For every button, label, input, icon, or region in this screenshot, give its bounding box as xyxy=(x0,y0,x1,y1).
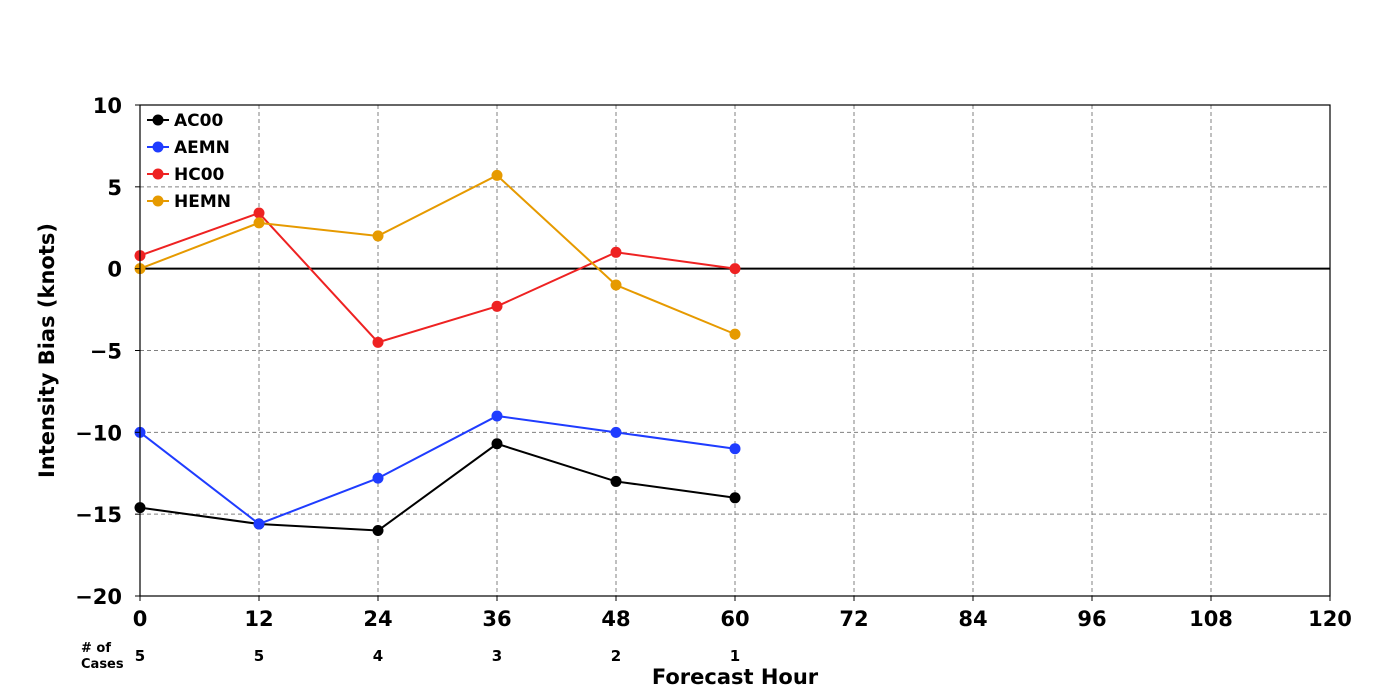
cases-label-line1: # of xyxy=(81,641,111,656)
cases-row: 5 5 4 3 2 1 xyxy=(135,647,740,665)
series-line xyxy=(139,414,736,526)
x-tick-label: 108 xyxy=(1189,607,1233,631)
data-point xyxy=(610,246,622,258)
legend-item-aemn: AEMN xyxy=(147,138,230,158)
data-point xyxy=(372,230,384,242)
data-point xyxy=(491,410,503,422)
legend-item-hc00: HC00 xyxy=(147,165,225,185)
series-hc00 xyxy=(134,207,741,348)
series-line xyxy=(139,174,736,336)
data-point xyxy=(253,518,265,530)
data-point xyxy=(253,207,265,219)
y-tick-label: −20 xyxy=(75,585,122,609)
y-tick-label: −15 xyxy=(75,503,122,527)
x-tick-label: 120 xyxy=(1308,607,1352,631)
legend-item-ac00: AC00 xyxy=(147,111,223,131)
legend-item-hemn: HEMN xyxy=(147,192,231,212)
y-tick-label: −5 xyxy=(90,340,122,364)
data-point xyxy=(729,443,741,455)
x-axis-ticks: 0 12 24 36 48 60 72 84 96 108 120 xyxy=(133,596,1352,631)
cases-label-line2: Cases xyxy=(81,657,124,672)
data-point xyxy=(610,475,622,487)
legend-label: HC00 xyxy=(174,165,225,185)
legend-marker xyxy=(152,114,164,126)
y-tick-label: 0 xyxy=(107,258,122,282)
series-line xyxy=(139,211,736,344)
x-tick-label: 0 xyxy=(133,607,148,631)
series-layer xyxy=(134,169,741,537)
data-point xyxy=(610,426,622,438)
y-axis-ticks: 10 5 0 −5 −10 −15 −20 xyxy=(75,94,140,609)
y-axis-label: Intensity Bias (knots) xyxy=(35,223,59,478)
series-ac00 xyxy=(134,438,741,537)
legend-marker xyxy=(152,141,164,153)
case-count: 3 xyxy=(492,647,502,665)
legend-label: HEMN xyxy=(174,192,231,212)
y-tick-label: 5 xyxy=(107,176,122,200)
y-tick-label: −10 xyxy=(75,421,122,445)
legend-marker xyxy=(152,195,164,207)
data-point xyxy=(372,472,384,484)
x-tick-label: 60 xyxy=(720,607,749,631)
data-point xyxy=(610,279,622,291)
x-tick-label: 36 xyxy=(482,607,511,631)
x-tick-label: 84 xyxy=(958,607,987,631)
series-aemn xyxy=(134,410,741,530)
x-tick-label: 48 xyxy=(601,607,630,631)
legend-marker xyxy=(152,168,164,180)
data-point xyxy=(729,263,741,275)
case-count: 2 xyxy=(611,647,621,665)
series-line xyxy=(139,442,736,532)
case-count: 4 xyxy=(373,647,383,665)
data-point xyxy=(372,336,384,348)
legend-label: AEMN xyxy=(174,138,230,158)
data-point xyxy=(372,525,384,537)
x-tick-label: 24 xyxy=(363,607,392,631)
legend-label: AC00 xyxy=(174,111,223,131)
legend: AC00 AEMN HC00 HEMN xyxy=(147,111,231,212)
y-tick-label: 10 xyxy=(93,94,122,118)
grid xyxy=(140,105,1330,596)
case-count: 1 xyxy=(730,647,740,665)
x-axis-label: Forecast Hour xyxy=(652,665,819,689)
series-hemn xyxy=(134,169,741,340)
case-count: 5 xyxy=(135,647,145,665)
x-tick-label: 72 xyxy=(839,607,868,631)
case-count: 5 xyxy=(254,647,264,665)
data-point xyxy=(491,169,503,181)
data-point xyxy=(491,300,503,312)
data-point xyxy=(729,492,741,504)
data-point xyxy=(491,438,503,450)
data-point xyxy=(729,328,741,340)
x-tick-label: 96 xyxy=(1077,607,1106,631)
data-point xyxy=(253,217,265,229)
x-tick-label: 12 xyxy=(244,607,273,631)
